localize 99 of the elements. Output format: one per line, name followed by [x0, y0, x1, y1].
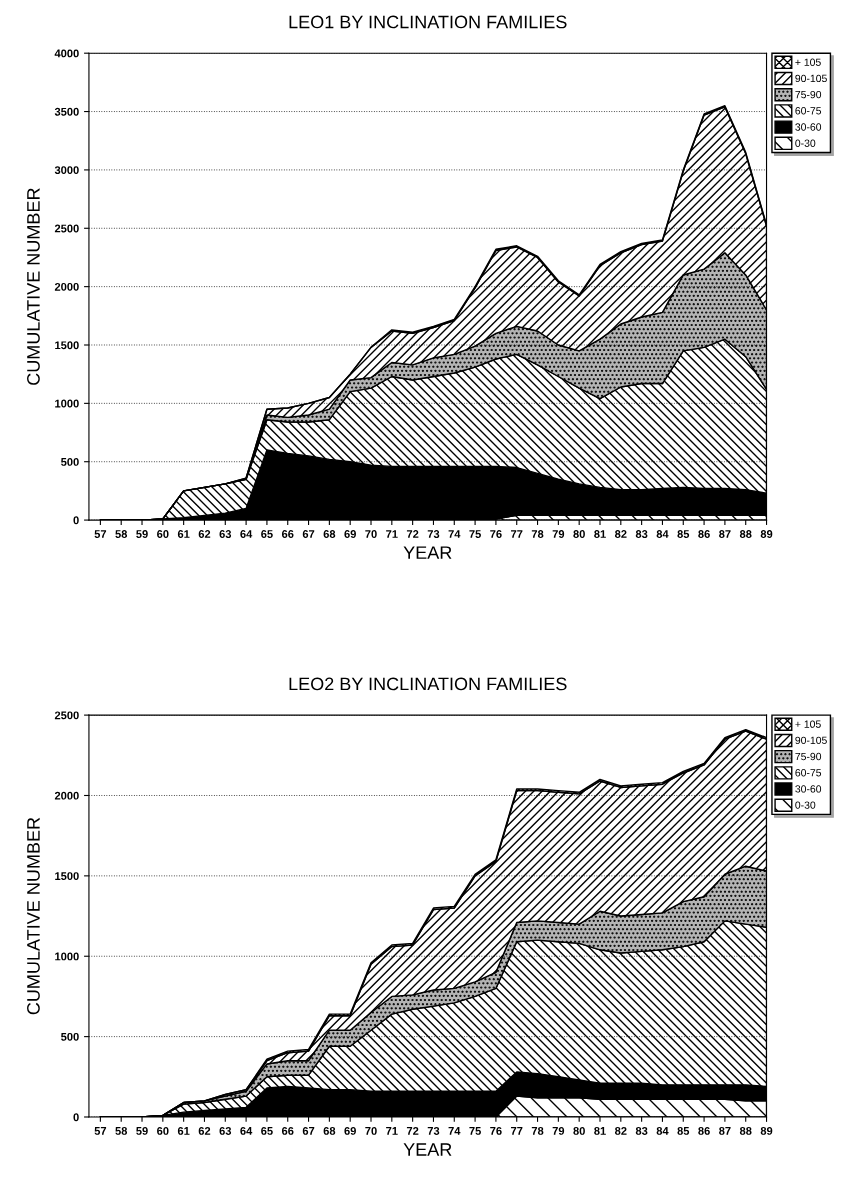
x-tick-label: 71: [386, 530, 398, 538]
y-tick-label: 0: [73, 516, 79, 525]
y-tick-label: 2000: [54, 282, 79, 291]
legend-label: 30-60: [795, 785, 822, 793]
x-tick-label: 57: [94, 530, 107, 538]
x-axis-title: YEAR: [403, 546, 452, 559]
x-tick-label: 69: [344, 1127, 356, 1135]
x-tick-label: 79: [552, 530, 565, 538]
legend-label: 60-75: [795, 769, 822, 777]
legend-label: + 105: [795, 58, 821, 66]
legend-label: 75-90: [795, 752, 822, 761]
y-tick-label: 3500: [54, 107, 79, 116]
x-tick-label: 61: [177, 1127, 190, 1135]
y-tick-label: 2000: [54, 791, 79, 800]
x-tick-label: 74: [448, 1127, 461, 1135]
x-tick-label: 63: [219, 1127, 232, 1135]
x-tick-label: 69: [344, 530, 356, 538]
x-tick-label: 63: [219, 530, 232, 538]
x-tick-label: 70: [365, 530, 377, 538]
x-axis-title: YEAR: [403, 1143, 452, 1156]
x-tick-label: 80: [573, 1127, 585, 1135]
x-tick-label: 86: [698, 530, 710, 538]
x-tick-label: 75: [469, 530, 481, 538]
x-tick-label: 82: [614, 1127, 627, 1135]
y-tick-label: 500: [61, 457, 79, 466]
x-tick-label: 68: [323, 1127, 336, 1135]
x-tick-label: 72: [406, 530, 419, 538]
x-tick-label: 65: [261, 1127, 273, 1135]
legend-label: 30-60: [795, 123, 822, 131]
x-tick-label: 60: [157, 530, 169, 538]
x-tick-label: 78: [531, 530, 544, 538]
x-tick-label: 67: [302, 530, 315, 538]
x-tick-label: 57: [94, 1127, 107, 1135]
x-tick-label: 84: [656, 530, 669, 538]
y-axis-title: CUMULATIVE NUMBER: [27, 188, 40, 385]
x-tick-label: 89: [760, 530, 773, 538]
legend-label: + 105: [795, 720, 821, 728]
x-tick-label: 88: [739, 1127, 752, 1135]
y-tick-label: 2500: [54, 224, 79, 233]
x-tick-label: 68: [323, 530, 336, 538]
x-tick-label: 85: [677, 1127, 690, 1135]
x-tick-label: 59: [136, 530, 148, 538]
x-tick-label: 67: [302, 1127, 315, 1135]
y-tick-label: 0: [73, 1113, 79, 1122]
x-tick-label: 60: [157, 1127, 169, 1135]
x-tick-label: 79: [552, 1127, 565, 1135]
x-tick-label: 80: [573, 530, 585, 538]
x-tick-label: 88: [739, 530, 752, 538]
x-tick-label: 78: [531, 1127, 544, 1135]
y-tick-label: 2500: [54, 711, 79, 720]
x-tick-label: 66: [281, 530, 294, 538]
x-tick-label: 77: [511, 530, 523, 538]
x-tick-label: 65: [261, 530, 273, 538]
x-tick-label: 61: [177, 530, 190, 538]
x-tick-label: 83: [635, 530, 648, 538]
x-tick-label: 87: [719, 1127, 731, 1135]
chart-title: LEO1 BY INCLINATION FAMILIES: [289, 15, 567, 29]
x-tick-label: 76: [490, 530, 502, 538]
x-tick-label: 72: [406, 1127, 419, 1135]
x-tick-label: 84: [656, 1127, 669, 1135]
x-tick-label: 81: [594, 1127, 606, 1135]
legend-label: 90-105: [795, 736, 827, 745]
x-tick-label: 75: [469, 1127, 481, 1135]
legend-label: 75-90: [795, 90, 822, 99]
x-tick-label: 64: [240, 1127, 253, 1135]
chart-title: LEO2 BY INCLINATION FAMILIES: [289, 677, 567, 691]
y-axis-title: CUMULATIVE NUMBER: [27, 817, 40, 1015]
x-tick-label: 62: [198, 1127, 211, 1135]
x-tick-label: 85: [677, 530, 690, 538]
x-tick-label: 71: [386, 1127, 398, 1135]
legend-label: 0-30: [795, 801, 816, 809]
y-tick-label: 3000: [54, 166, 79, 175]
legend-label: 90-105: [795, 74, 827, 83]
x-tick-label: 81: [594, 530, 606, 538]
x-tick-label: 76: [490, 1127, 502, 1135]
y-tick-label: 1000: [55, 399, 79, 408]
x-tick-label: 66: [281, 1127, 294, 1135]
y-tick-label: 500: [61, 1032, 79, 1041]
x-tick-label: 58: [115, 1127, 128, 1135]
x-tick-label: 83: [635, 1127, 648, 1135]
x-tick-label: 77: [511, 1127, 523, 1135]
y-tick-label: 1500: [55, 872, 79, 880]
y-tick-label: 1000: [55, 952, 79, 961]
x-tick-label: 87: [719, 530, 731, 538]
x-tick-label: 70: [365, 1127, 377, 1135]
legend-label: 0-30: [795, 139, 816, 147]
x-tick-label: 58: [115, 530, 128, 538]
x-tick-label: 74: [448, 530, 461, 538]
x-tick-label: 82: [614, 530, 627, 538]
x-tick-label: 62: [198, 530, 211, 538]
x-tick-label: 73: [427, 1127, 440, 1135]
y-tick-label: 1500: [55, 341, 79, 350]
x-tick-label: 86: [698, 1127, 710, 1135]
x-tick-label: 73: [427, 530, 440, 538]
x-tick-label: 64: [240, 530, 253, 538]
x-tick-label: 89: [760, 1127, 773, 1135]
legend-label: 60-75: [795, 107, 822, 115]
x-tick-label: 59: [136, 1127, 148, 1135]
y-tick-label: 4000: [54, 49, 79, 58]
